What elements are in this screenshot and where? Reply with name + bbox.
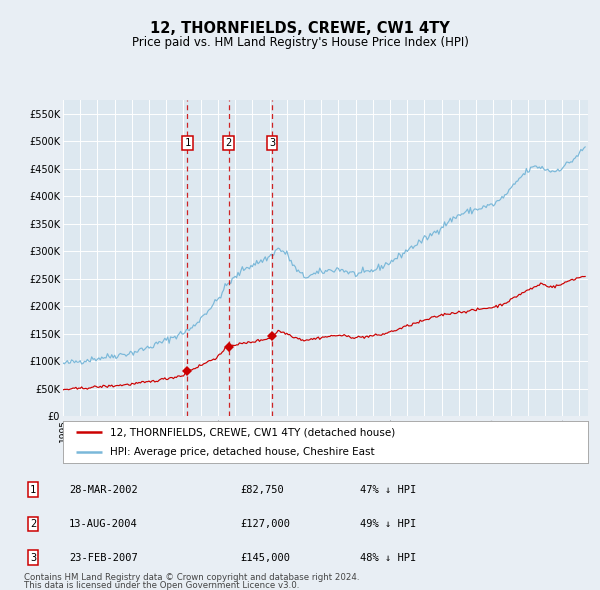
Text: 12, THORNFIELDS, CREWE, CW1 4TY: 12, THORNFIELDS, CREWE, CW1 4TY (150, 21, 450, 36)
Text: HPI: Average price, detached house, Cheshire East: HPI: Average price, detached house, Ches… (110, 447, 375, 457)
Text: 49% ↓ HPI: 49% ↓ HPI (360, 519, 416, 529)
Text: £82,750: £82,750 (240, 485, 284, 494)
Text: Price paid vs. HM Land Registry's House Price Index (HPI): Price paid vs. HM Land Registry's House … (131, 36, 469, 49)
Text: 3: 3 (30, 553, 36, 562)
Text: £145,000: £145,000 (240, 553, 290, 562)
Text: 1: 1 (184, 138, 191, 148)
Text: 12, THORNFIELDS, CREWE, CW1 4TY (detached house): 12, THORNFIELDS, CREWE, CW1 4TY (detache… (110, 427, 395, 437)
Text: £127,000: £127,000 (240, 519, 290, 529)
Text: 1: 1 (30, 485, 36, 494)
Text: 28-MAR-2002: 28-MAR-2002 (69, 485, 138, 494)
Text: 3: 3 (269, 138, 275, 148)
Text: 2: 2 (30, 519, 36, 529)
Text: 47% ↓ HPI: 47% ↓ HPI (360, 485, 416, 494)
Text: 48% ↓ HPI: 48% ↓ HPI (360, 553, 416, 562)
Text: Contains HM Land Registry data © Crown copyright and database right 2024.: Contains HM Land Registry data © Crown c… (24, 572, 359, 582)
Text: This data is licensed under the Open Government Licence v3.0.: This data is licensed under the Open Gov… (24, 581, 299, 590)
Text: 13-AUG-2004: 13-AUG-2004 (69, 519, 138, 529)
Text: 2: 2 (226, 138, 232, 148)
Text: 23-FEB-2007: 23-FEB-2007 (69, 553, 138, 562)
